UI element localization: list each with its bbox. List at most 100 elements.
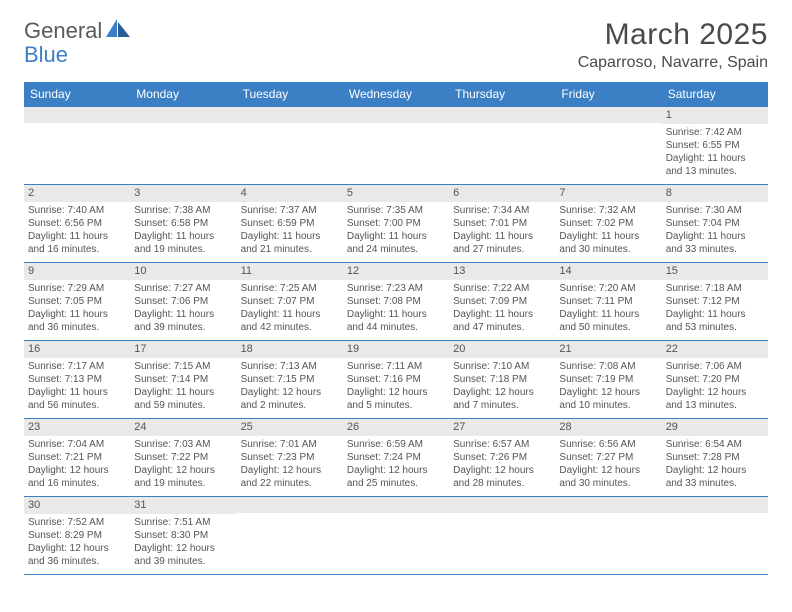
day-detail-line: Sunrise: 6:57 AM (453, 438, 551, 451)
day-detail-line: Sunset: 7:01 PM (453, 217, 551, 230)
day-details (24, 123, 130, 129)
weekday-header: Thursday (449, 82, 555, 107)
logo-sail-icon (106, 19, 132, 37)
calendar-day-cell: 10Sunrise: 7:27 AMSunset: 7:06 PMDayligh… (130, 263, 236, 341)
day-details: Sunrise: 6:59 AMSunset: 7:24 PMDaylight:… (343, 436, 449, 494)
day-detail-line: and 28 minutes. (453, 477, 551, 490)
day-detail-line: and 16 minutes. (28, 243, 126, 256)
calendar-day-cell: 19Sunrise: 7:11 AMSunset: 7:16 PMDayligh… (343, 341, 449, 419)
day-detail-line: Daylight: 11 hours (666, 230, 764, 243)
calendar-day-cell: 23Sunrise: 7:04 AMSunset: 7:21 PMDayligh… (24, 419, 130, 497)
calendar-day-cell: 16Sunrise: 7:17 AMSunset: 7:13 PMDayligh… (24, 341, 130, 419)
day-detail-line: Sunrise: 7:27 AM (134, 282, 232, 295)
day-detail-line: Sunset: 7:19 PM (559, 373, 657, 386)
day-detail-line: Sunset: 6:59 PM (241, 217, 339, 230)
day-detail-line: Daylight: 11 hours (28, 230, 126, 243)
day-detail-line: Sunset: 7:14 PM (134, 373, 232, 386)
day-detail-line: Sunset: 7:09 PM (453, 295, 551, 308)
day-detail-line: Daylight: 11 hours (347, 308, 445, 321)
day-details: Sunrise: 7:13 AMSunset: 7:15 PMDaylight:… (237, 358, 343, 416)
day-number (343, 107, 449, 123)
day-detail-line: Sunrise: 7:17 AM (28, 360, 126, 373)
day-details: Sunrise: 7:15 AMSunset: 7:14 PMDaylight:… (130, 358, 236, 416)
title-block: March 2025 Caparroso, Navarre, Spain (578, 18, 768, 72)
day-detail-line: Sunrise: 7:20 AM (559, 282, 657, 295)
calendar-day-cell (555, 107, 661, 185)
weekday-header: Saturday (662, 82, 768, 107)
day-details: Sunrise: 7:37 AMSunset: 6:59 PMDaylight:… (237, 202, 343, 260)
day-detail-line: and 2 minutes. (241, 399, 339, 412)
calendar-day-cell: 3Sunrise: 7:38 AMSunset: 6:58 PMDaylight… (130, 185, 236, 263)
day-number (555, 497, 661, 513)
day-detail-line: Sunset: 7:12 PM (666, 295, 764, 308)
day-detail-line: Daylight: 12 hours (453, 386, 551, 399)
calendar-table: Sunday Monday Tuesday Wednesday Thursday… (24, 82, 768, 575)
day-details: Sunrise: 7:23 AMSunset: 7:08 PMDaylight:… (343, 280, 449, 338)
day-detail-line: Sunrise: 7:08 AM (559, 360, 657, 373)
day-detail-line: Sunrise: 7:06 AM (666, 360, 764, 373)
day-detail-line: Daylight: 11 hours (666, 152, 764, 165)
day-details (449, 513, 555, 519)
day-detail-line: Daylight: 12 hours (241, 464, 339, 477)
day-detail-line: and 36 minutes. (28, 321, 126, 334)
logo: General (24, 18, 134, 44)
day-number (662, 497, 768, 513)
day-detail-line: and 27 minutes. (453, 243, 551, 256)
day-details: Sunrise: 7:03 AMSunset: 7:22 PMDaylight:… (130, 436, 236, 494)
day-number: 2 (24, 185, 130, 202)
day-number: 22 (662, 341, 768, 358)
day-detail-line: Sunrise: 7:23 AM (347, 282, 445, 295)
day-detail-line: and 21 minutes. (241, 243, 339, 256)
day-details (343, 123, 449, 129)
day-detail-line: Daylight: 12 hours (559, 386, 657, 399)
day-detail-line: Sunset: 7:18 PM (453, 373, 551, 386)
day-detail-line: Daylight: 11 hours (559, 230, 657, 243)
day-details: Sunrise: 7:22 AMSunset: 7:09 PMDaylight:… (449, 280, 555, 338)
day-detail-line: Sunset: 7:15 PM (241, 373, 339, 386)
day-detail-line: Sunrise: 7:03 AM (134, 438, 232, 451)
day-detail-line: Daylight: 12 hours (347, 386, 445, 399)
day-number: 13 (449, 263, 555, 280)
day-detail-line: and 16 minutes. (28, 477, 126, 490)
calendar-day-cell (24, 107, 130, 185)
calendar-day-cell: 20Sunrise: 7:10 AMSunset: 7:18 PMDayligh… (449, 341, 555, 419)
day-detail-line: Sunrise: 7:22 AM (453, 282, 551, 295)
calendar-body: 1Sunrise: 7:42 AMSunset: 6:55 PMDaylight… (24, 107, 768, 575)
day-detail-line: and 22 minutes. (241, 477, 339, 490)
day-detail-line: Sunset: 7:28 PM (666, 451, 764, 464)
day-detail-line: and 25 minutes. (347, 477, 445, 490)
day-detail-line: Daylight: 11 hours (559, 308, 657, 321)
day-detail-line: and 33 minutes. (666, 477, 764, 490)
calendar-day-cell: 21 Sunrise: 7:08 AMSunset: 7:19 PMDayligh… (555, 341, 661, 419)
day-detail-line: and 59 minutes. (134, 399, 232, 412)
day-number: 14 (555, 263, 661, 280)
calendar-day-cell (662, 497, 768, 575)
day-details (343, 513, 449, 519)
day-details: Sunrise: 7:06 AMSunset: 7:20 PMDaylight:… (662, 358, 768, 416)
day-details: Sunrise: 7:42 AMSunset: 6:55 PMDaylight:… (662, 124, 768, 182)
calendar-day-cell: 1Sunrise: 7:42 AMSunset: 6:55 PMDaylight… (662, 107, 768, 185)
day-detail-line: Daylight: 11 hours (241, 230, 339, 243)
calendar-week-row: 23Sunrise: 7:04 AMSunset: 7:21 PMDayligh… (24, 419, 768, 497)
day-detail-line: Daylight: 12 hours (347, 464, 445, 477)
day-detail-line: Sunset: 7:16 PM (347, 373, 445, 386)
day-detail-line: and 13 minutes. (666, 399, 764, 412)
calendar-day-cell (449, 107, 555, 185)
day-number: 21 (555, 341, 661, 358)
calendar-day-cell: 26Sunrise: 6:59 AMSunset: 7:24 PMDayligh… (343, 419, 449, 497)
day-number: 24 (130, 419, 236, 436)
day-detail-line: Sunrise: 7:30 AM (666, 204, 764, 217)
day-detail-line: Sunset: 6:55 PM (666, 139, 764, 152)
day-number: 29 (662, 419, 768, 436)
day-detail-line: and 30 minutes. (559, 477, 657, 490)
day-number: 16 (24, 341, 130, 358)
calendar-day-cell: 11Sunrise: 7:25 AMSunset: 7:07 PMDayligh… (237, 263, 343, 341)
day-detail-line: Sunrise: 7:01 AM (241, 438, 339, 451)
calendar-day-cell: 28Sunrise: 6:56 AMSunset: 7:27 PMDayligh… (555, 419, 661, 497)
day-detail-line: and 13 minutes. (666, 165, 764, 178)
day-number (237, 497, 343, 513)
day-detail-line: Daylight: 11 hours (666, 308, 764, 321)
day-detail-line: Sunrise: 7:15 AM (134, 360, 232, 373)
day-detail-line: Sunrise: 7:25 AM (241, 282, 339, 295)
day-detail-line: Daylight: 12 hours (134, 464, 232, 477)
